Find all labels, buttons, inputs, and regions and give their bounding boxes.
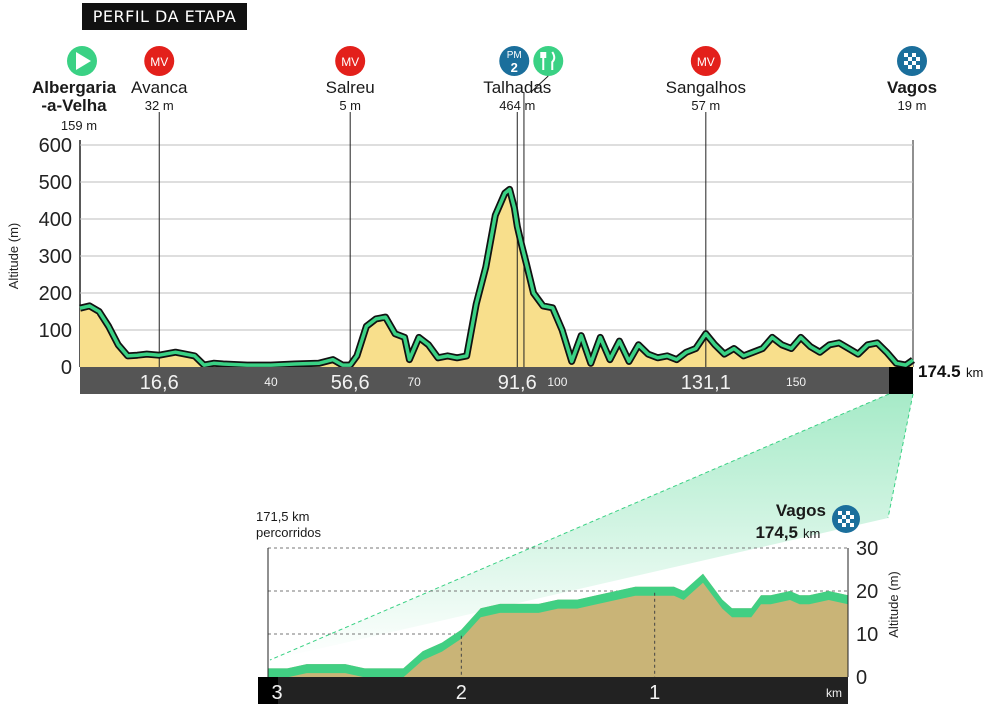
location-name: -a-Velha <box>41 96 107 115</box>
sprint-badge <box>690 46 721 76</box>
checkered-flag-icon <box>842 523 846 527</box>
zoom-elevation-band <box>268 573 848 678</box>
checkered-flag-icon <box>842 515 846 519</box>
km-tick-label: 16,6 <box>140 372 179 394</box>
checkered-flag-icon <box>908 65 912 69</box>
elevation-line <box>79 187 915 367</box>
location-name: Talhadas <box>483 78 551 97</box>
km-tick-label: 150 <box>786 375 806 389</box>
page-title: PERFIL DA ETAPA <box>82 3 247 30</box>
zoom-connector-line <box>269 393 890 661</box>
y-tick-label: 300 <box>39 246 72 268</box>
checkered-flag-icon <box>904 61 908 65</box>
zoom-connector <box>270 394 913 660</box>
checkered-flag-icon <box>838 511 842 515</box>
feed-zone-badge <box>533 46 564 76</box>
checkered-flag-icon <box>904 53 908 57</box>
km-tick-label: 100 <box>547 375 567 389</box>
km-tick-label: 70 <box>407 375 421 389</box>
location-altitude: 159 m <box>61 118 97 133</box>
y-tick-label: 500 <box>39 172 72 194</box>
zoom-km-band <box>258 677 848 704</box>
zoom-profile: 0 10 20 30 Altitude (m) 3 2 1 km 171,5 kmpercorri… <box>256 393 914 704</box>
checkered-flag-icon <box>916 57 920 61</box>
end-km-unit: km <box>966 365 983 380</box>
zoom-y-axis-label: Altitude (m) <box>886 571 901 637</box>
zoom-km-unit-label: km <box>826 686 842 700</box>
checkered-flag-icon <box>850 515 854 519</box>
zoom-km-tick-label: 3 <box>271 682 282 704</box>
zoom-start-km: 171,5 km <box>256 509 309 524</box>
main-profile: 0 100 200 300 400 500 600 Altitude (m) 16,6 40 56,… <box>6 92 983 394</box>
y-tick-label: 200 <box>39 283 72 305</box>
checkered-flag-icon <box>916 65 920 69</box>
location-name: Sangalhos <box>666 78 746 97</box>
zoom-connector-line <box>887 393 914 519</box>
km-tick-label: 56,6 <box>331 372 370 394</box>
km-tick-label: 131,1 <box>681 372 731 394</box>
checkered-flag-icon <box>838 519 842 523</box>
zoom-y-tick-label: 0 <box>856 667 867 689</box>
sprint-badge-label: MV <box>341 55 359 69</box>
checkered-flag-icon <box>912 61 916 65</box>
y-tick-label: 100 <box>39 320 72 342</box>
sprint-badge <box>335 46 366 76</box>
checkered-flag-icon <box>846 519 850 523</box>
checkered-flag-icon <box>846 511 850 515</box>
y-tick-label: 0 <box>61 357 72 379</box>
sprint-badge-label: MV <box>697 55 715 69</box>
checkered-flag-icon <box>850 523 854 527</box>
mountain-badge <box>499 46 530 76</box>
feed-zone-connector <box>530 75 549 93</box>
elevation-area <box>80 189 913 367</box>
zoom-km-tick-label: 2 <box>456 682 467 704</box>
location-name: Salreu <box>326 78 375 97</box>
km-tick-label: 91,6 <box>498 372 537 394</box>
km-axis-band <box>80 367 913 394</box>
zoom-finish-unit: km <box>803 526 820 541</box>
zoom-start-label: percorridos <box>256 525 322 540</box>
location-name: Vagos <box>887 78 937 97</box>
fork-knife-icon <box>540 51 556 70</box>
y-tick-label: 400 <box>39 209 72 231</box>
sprint-badge-label: MV <box>150 55 168 69</box>
location-altitude: 464 m <box>499 98 535 113</box>
zoom-y-tick-label: 30 <box>856 538 878 560</box>
end-km-label: 174.5 <box>918 362 961 381</box>
mountain-category-label: 2 <box>511 60 518 75</box>
y-axis-label: Altitude (m) <box>6 223 21 289</box>
checkered-flag-icon <box>908 57 912 61</box>
zoom-km-tick-label: 1 <box>649 682 660 704</box>
km-tick-label: 40 <box>264 375 278 389</box>
mountain-badge-label: PM <box>507 50 522 61</box>
zoom-finish-name: Vagos <box>776 501 826 520</box>
checkered-flag-icon <box>912 53 916 57</box>
location-altitude: 57 m <box>691 98 720 113</box>
location-altitude: 32 m <box>145 98 174 113</box>
zoom-finish-km: 174,5 <box>755 523 798 542</box>
zoom-km-band-start <box>258 677 278 704</box>
zoom-y-tick-label: 20 <box>856 581 878 603</box>
sprint-badge <box>144 46 175 76</box>
location-altitude: 19 m <box>898 98 927 113</box>
zoom-elevation-area <box>268 573 848 677</box>
location-altitude: 5 m <box>339 98 361 113</box>
play-icon <box>76 52 91 70</box>
location-name: Albergaria <box>32 78 117 97</box>
y-tick-label: 600 <box>39 135 72 157</box>
km-axis-zoom-marker <box>889 367 913 394</box>
location-name: Avanca <box>131 78 188 97</box>
zoom-y-tick-label: 10 <box>856 624 878 646</box>
